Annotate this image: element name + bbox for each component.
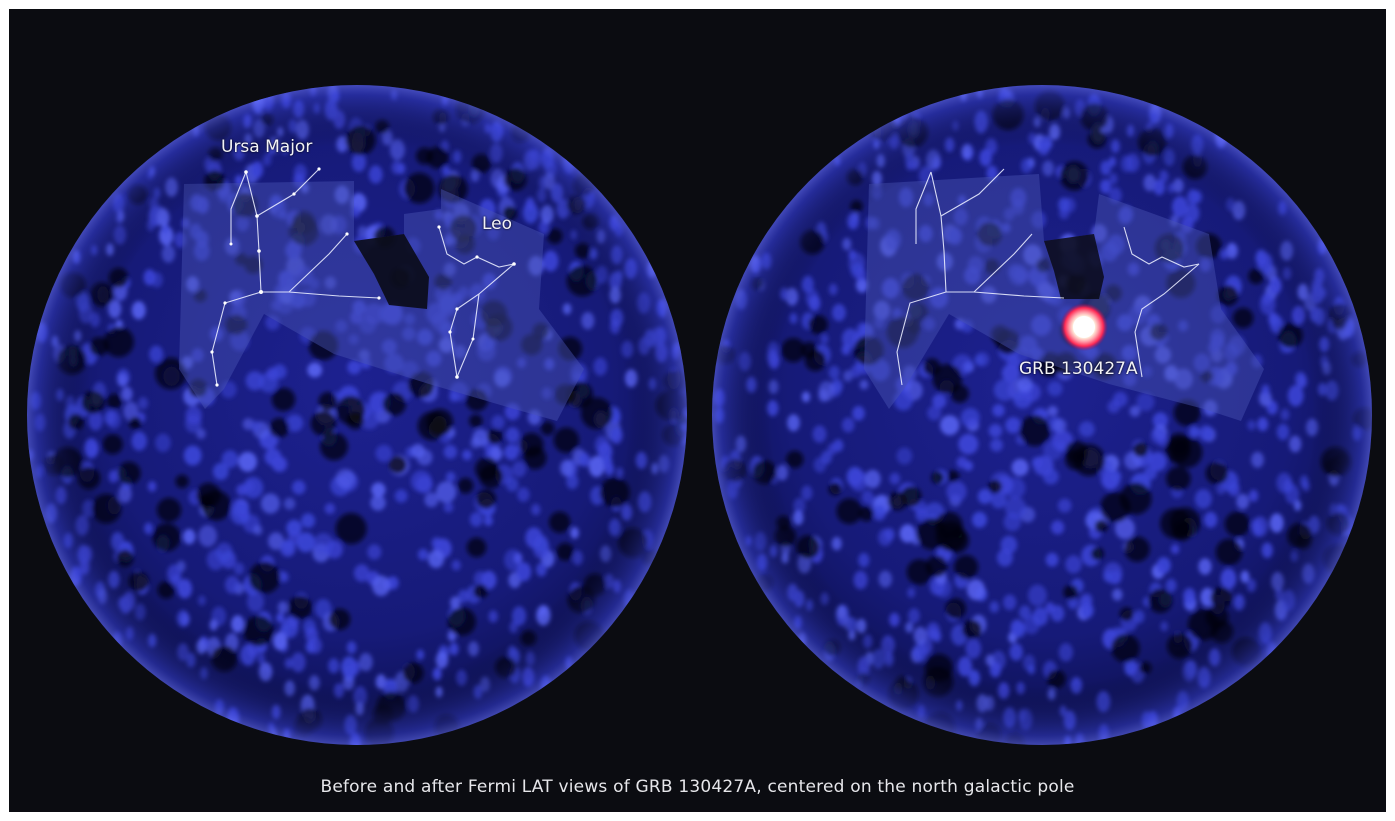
leo-label: Leo — [482, 214, 513, 234]
grb-label: GRB 130427A — [1019, 359, 1138, 379]
figure-frame: Ursa Major Leo GRB 130427A Before and af… — [9, 9, 1386, 812]
ursa-major-label: Ursa Major — [221, 137, 313, 157]
figure-caption: Before and after Fermi LAT views of GRB … — [320, 777, 1075, 797]
left-sky-sphere — [27, 85, 687, 745]
right-sky-sphere — [712, 85, 1372, 745]
sky-maps — [27, 85, 1372, 745]
